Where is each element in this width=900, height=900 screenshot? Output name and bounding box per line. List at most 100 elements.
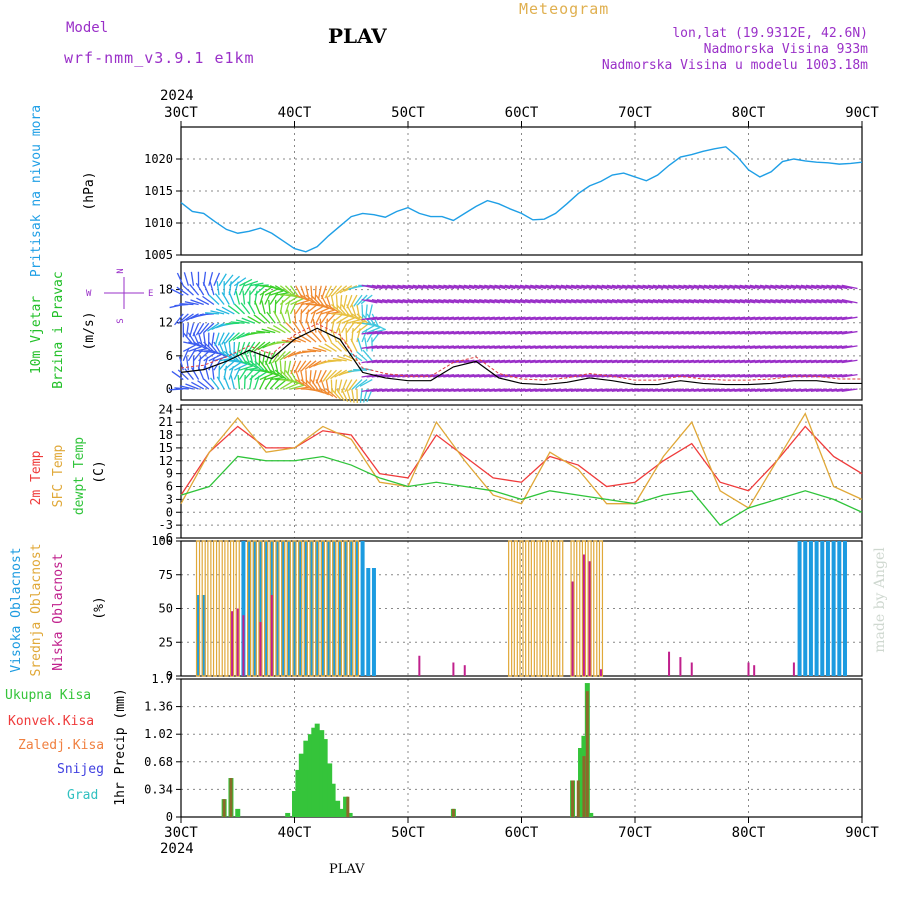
wind-barb	[214, 332, 220, 347]
wind-barb	[325, 294, 332, 309]
wind-barb	[581, 345, 598, 349]
wind-barb	[637, 388, 654, 392]
wind-barb	[197, 332, 203, 347]
wind-barb	[209, 377, 220, 390]
high-cloud-bar	[201, 595, 206, 676]
wind-barb	[524, 330, 541, 335]
wind-barb	[652, 330, 669, 335]
wind-barb	[305, 319, 312, 333]
wind-barb	[524, 284, 541, 290]
wind-barb	[208, 353, 222, 362]
wind-barb	[176, 286, 189, 296]
wind-barb	[576, 299, 592, 304]
wind-barb	[826, 284, 843, 290]
wind-barb	[514, 345, 531, 349]
wind-barb	[264, 288, 278, 296]
wind-barb	[181, 313, 194, 323]
wind-barb	[555, 359, 572, 364]
wind-barb	[524, 373, 541, 378]
wind-barb	[310, 285, 313, 300]
wind-barb	[308, 360, 322, 369]
wind-barb	[795, 345, 812, 349]
wind-barb	[514, 284, 531, 290]
wind-barb	[340, 379, 348, 393]
wind-barb	[775, 345, 792, 349]
wind-barb	[324, 343, 337, 352]
wind-barb	[519, 284, 536, 290]
wind-barb	[407, 299, 424, 304]
wind-barb	[392, 299, 409, 304]
wind-barb	[841, 330, 858, 335]
wind-barb	[356, 304, 361, 319]
wind-barb	[392, 345, 409, 349]
wind-barb	[586, 284, 603, 290]
wind-barb	[361, 299, 378, 304]
wind-barb	[259, 286, 272, 296]
wind-barb	[647, 330, 664, 335]
wind-barb	[841, 345, 858, 349]
wind-barb	[361, 304, 364, 319]
wind-barb	[264, 374, 279, 381]
top-year-label: 2024	[160, 88, 194, 104]
wind-barb	[371, 373, 388, 378]
wind-barb	[749, 373, 766, 378]
wind-barb	[708, 299, 725, 304]
wind-barb	[770, 299, 787, 304]
wind-barb	[816, 359, 833, 364]
wind-barb	[298, 319, 307, 333]
wind-barb	[724, 284, 741, 290]
wind-barb	[734, 284, 751, 290]
wind-barb	[826, 316, 843, 321]
wind-barb	[586, 359, 603, 364]
wind-barb	[305, 379, 316, 391]
wind-barb	[346, 319, 361, 324]
wind-barb	[632, 299, 649, 304]
wind-barb	[718, 373, 735, 378]
wind-barb	[479, 299, 495, 304]
wind-barb	[678, 299, 695, 304]
wind-barb	[182, 344, 196, 353]
high-cloud-bar	[332, 541, 337, 676]
wind-barb	[266, 311, 276, 324]
mid-cloud-bar	[286, 540, 291, 677]
wind-barb	[775, 299, 792, 304]
wind-barb	[210, 310, 225, 315]
wind-barb	[816, 330, 833, 335]
wind-barb	[698, 359, 715, 364]
wind-barb	[346, 388, 352, 403]
wind-barb	[581, 316, 598, 321]
wind-barb	[279, 294, 292, 305]
wind-barb	[621, 359, 638, 364]
mid-cloud-bar	[201, 540, 206, 677]
wind-barb	[754, 284, 771, 290]
wind-barb	[458, 373, 475, 378]
high-cloud-bar	[349, 541, 354, 676]
mid-cloud-bar	[593, 540, 598, 677]
wind-barb	[274, 299, 277, 314]
wind-barb	[386, 388, 403, 392]
wind-barb	[315, 310, 324, 324]
wind-barb	[300, 294, 314, 303]
wind-barb	[581, 284, 598, 290]
wind-barb	[253, 341, 266, 352]
high-cloud-bar	[831, 541, 836, 676]
wind-barb	[198, 341, 211, 351]
wind-barb	[667, 330, 684, 335]
wind-barb	[309, 370, 312, 385]
wind-barb	[754, 345, 771, 349]
wind-barb	[407, 284, 424, 290]
y-tick-label: 21	[159, 415, 173, 429]
wind-barb	[432, 359, 449, 364]
wind-rose-east: E	[148, 289, 153, 299]
wind-barb	[575, 345, 592, 349]
wind-barb	[422, 284, 439, 290]
wind-barb	[240, 302, 251, 315]
wind-barb	[831, 299, 848, 304]
wind-barb	[183, 272, 190, 286]
wind-barb	[265, 351, 271, 365]
wind-barb	[519, 299, 536, 304]
wind-barb	[621, 388, 638, 392]
mid-cloud-bar	[315, 540, 320, 677]
wind-barb	[489, 284, 506, 290]
wind-barb	[443, 299, 460, 304]
